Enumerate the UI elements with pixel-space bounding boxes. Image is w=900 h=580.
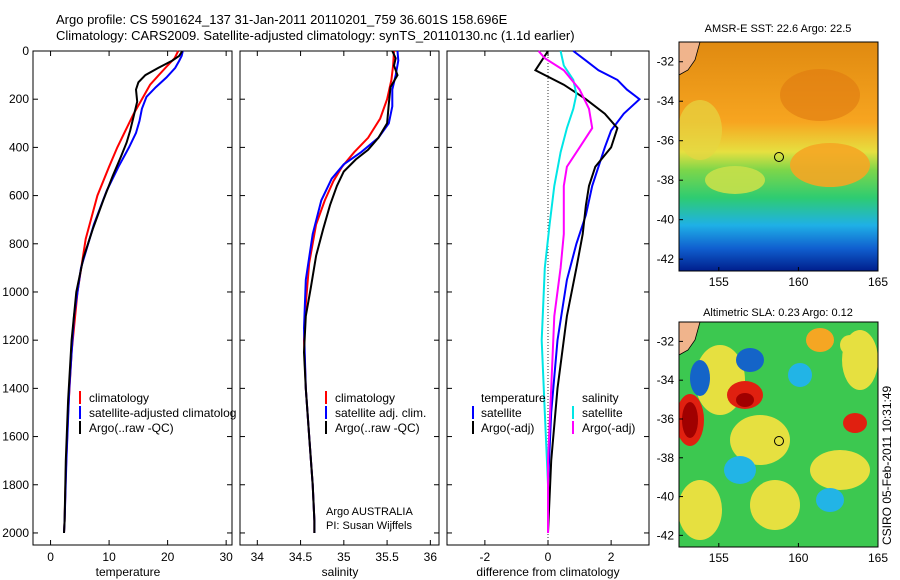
y-tick-label: 200 <box>9 92 29 106</box>
salinity-legend: climatology satellite adj. clim. Argo(..… <box>325 391 426 435</box>
legend-s-satellite: satellite <box>582 406 623 420</box>
temperature-legend: climatology satellite-adjusted climatolo… <box>79 391 236 435</box>
legend-climatology: climatology <box>89 391 149 405</box>
temperature-xlabel: temperature <box>96 565 161 579</box>
y-tick-label: 800 <box>9 237 29 251</box>
map-x-tick-label: 160 <box>788 551 808 565</box>
difference-panel: -2 0 2 difference from climatology tempera… <box>446 50 650 579</box>
y-tick-label: 1400 <box>2 381 29 395</box>
salinity-axes-box <box>239 50 440 546</box>
salinity-panel: 34 34.5 35 35.5 36 salinity climatology sate… <box>239 50 440 579</box>
map-y-tick-label: -38 <box>657 451 675 465</box>
legend-temperature-header: temperature <box>481 391 546 405</box>
series-line-difference-1 <box>533 50 619 534</box>
y-tick-label: 0 <box>22 44 29 58</box>
x-tick-label: 2 <box>608 550 615 564</box>
y-tick-label: 600 <box>9 189 29 203</box>
salinity-xlabel: salinity <box>322 565 359 579</box>
legend-salinity-header: salinity <box>582 391 619 405</box>
x-tick-label: 20 <box>161 550 175 564</box>
land-coast <box>679 42 700 75</box>
sst-map: AMSR-E SST: 22.6 Argo: 22.5 <box>657 23 889 289</box>
legend-argo: Argo(..raw -QC) <box>89 421 174 435</box>
x-tick-label: 30 <box>219 550 233 564</box>
argo-location-marker-sla <box>774 436 784 446</box>
x-tick-label: -2 <box>480 550 491 564</box>
legend-sal-satellite: satellite adj. clim. <box>335 406 426 420</box>
timestamp-stamp: CSIRO 05-Feb-2011 10:31:49 <box>880 385 894 545</box>
sst-map-title: AMSR-E SST: 22.6 Argo: 22.5 <box>705 23 852 35</box>
map-y-tick-label: -36 <box>657 134 675 148</box>
map-y-tick-label: -42 <box>657 252 675 266</box>
sst-map-frame <box>678 41 879 272</box>
sla-map-title: Altimetric SLA: 0.23 Argo: 0.12 <box>703 307 853 319</box>
x-tick-label: 35.5 <box>375 550 399 564</box>
legend-t-argo: Argo(-adj) <box>481 421 534 435</box>
series-line-difference-0 <box>547 50 642 533</box>
x-tick-label: 35 <box>337 550 351 564</box>
map-x-tick-label: 155 <box>709 551 729 565</box>
argo-program-label: Argo AUSTRALIA <box>326 506 413 518</box>
map-y-tick-label: -34 <box>657 94 675 108</box>
map-y-tick-label: -40 <box>657 213 675 227</box>
legend-sal-climatology: climatology <box>335 391 395 405</box>
legend-sal-argo: Argo(..raw -QC) <box>335 421 420 435</box>
legend-t-satellite: satellite <box>481 406 522 420</box>
map-y-tick-label: -32 <box>657 334 675 348</box>
y-tick-label: 1800 <box>2 478 29 492</box>
plot-title-line2: Climatology: CARS2009. Satellite-adjuste… <box>56 28 575 43</box>
map-x-tick-label: 165 <box>868 551 888 565</box>
y-tick-label: 1000 <box>2 285 29 299</box>
pi-label: PI: Susan Wijffels <box>326 520 412 532</box>
map-y-tick-label: -42 <box>657 528 675 542</box>
difference-legend: temperature satellite Argo(-adj) salinit… <box>472 391 635 435</box>
series-line-salinity-2 <box>302 50 399 533</box>
plot-title-line1: Argo profile: CS 5901624_137 31-Jan-2011… <box>56 12 508 27</box>
y-tick-label: 2000 <box>2 526 29 540</box>
difference-xlabel: difference from climatology <box>476 565 619 579</box>
y-tick-label: 1200 <box>2 333 29 347</box>
legend-s-argo: Argo(-adj) <box>582 421 635 435</box>
y-tick-label: 1600 <box>2 430 29 444</box>
x-tick-label: 34.5 <box>289 550 313 564</box>
map-x-tick-label: 160 <box>788 275 808 289</box>
legend-satellite: satellite-adjusted climatolog <box>89 406 236 420</box>
x-tick-label: 0 <box>47 550 54 564</box>
x-tick-label: 0 <box>545 550 552 564</box>
map-y-tick-label: -38 <box>657 173 675 187</box>
series-line-temperature-2 <box>63 50 184 534</box>
map-x-tick-label: 165 <box>868 275 888 289</box>
map-y-tick-label: -32 <box>657 55 675 69</box>
sla-map-frame <box>678 321 879 548</box>
map-y-tick-label: -34 <box>657 373 675 387</box>
map-y-tick-label: -36 <box>657 412 675 426</box>
y-tick-label: 400 <box>9 140 29 154</box>
map-x-tick-label: 155 <box>709 275 729 289</box>
series-line-difference-3 <box>537 50 594 533</box>
map-y-tick-label: -40 <box>657 490 675 504</box>
x-tick-label: 34 <box>251 550 265 564</box>
temperature-panel: 0 200 400 600 800 1000 1200 1400 1600 1800 2000 0 1… <box>2 44 236 579</box>
x-tick-label: 36 <box>424 550 438 564</box>
x-tick-label: 10 <box>102 550 116 564</box>
argo-location-marker <box>774 152 784 162</box>
sla-map: Altimetric SLA: 0.23 Argo: 0.12 <box>657 307 889 565</box>
